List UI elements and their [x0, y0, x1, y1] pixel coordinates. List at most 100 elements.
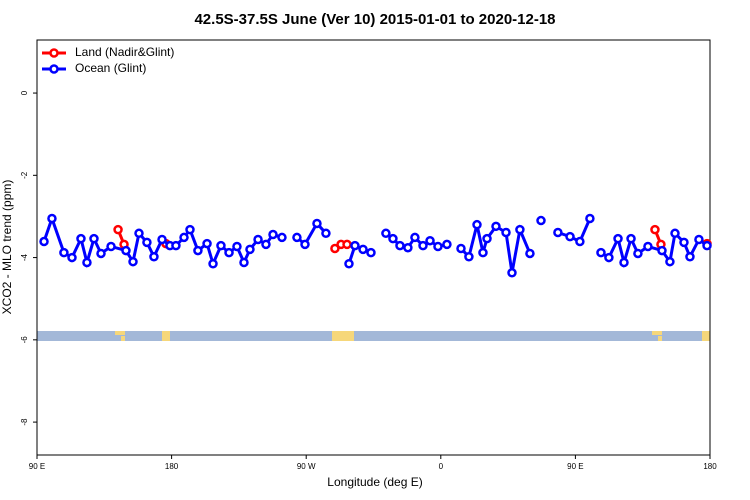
point: [685, 252, 695, 262]
point: [232, 241, 242, 252]
point: [501, 227, 511, 238]
point: [482, 233, 492, 244]
point: [216, 240, 226, 251]
point: [604, 252, 614, 263]
point: [185, 224, 195, 235]
point: [149, 252, 159, 262]
point: [643, 241, 653, 252]
point: [300, 239, 310, 250]
legend-label: Ocean (Glint): [75, 61, 146, 75]
y-tick-label: -4: [20, 253, 29, 261]
point: [657, 245, 667, 256]
point: [553, 227, 563, 238]
point: [239, 257, 249, 268]
point: [670, 228, 680, 239]
y-tick-label: 0: [20, 90, 29, 95]
point: [575, 236, 585, 247]
point: [59, 247, 69, 258]
point: [224, 247, 234, 258]
point: [193, 245, 203, 256]
point: [344, 258, 354, 269]
y-tick-label: -6: [20, 336, 29, 344]
point: [702, 240, 712, 251]
legend-marker: [49, 48, 59, 58]
x-tick-label: 90 W: [297, 462, 316, 471]
point: [106, 241, 116, 252]
point: [464, 252, 474, 262]
point: [507, 268, 517, 278]
point: [410, 232, 420, 243]
x-tick-label: 180: [165, 462, 179, 471]
point: [134, 228, 144, 239]
point: [418, 240, 428, 251]
point: [321, 228, 331, 239]
point: [121, 245, 131, 256]
point: [39, 236, 49, 247]
legend-marker: [49, 64, 59, 74]
point: [613, 233, 623, 244]
point: [472, 219, 482, 230]
x-tick-label: 0: [439, 462, 444, 471]
point: [403, 242, 413, 253]
point: [491, 221, 501, 232]
point: [330, 243, 340, 254]
point: [633, 248, 643, 259]
point: [157, 234, 167, 245]
point: [277, 232, 287, 243]
point: [694, 234, 704, 245]
point: [515, 224, 525, 235]
point: [442, 239, 452, 250]
point: [76, 233, 86, 244]
land-ocean-strip: [37, 331, 710, 341]
point: [388, 233, 398, 244]
plot-frame: [36, 39, 711, 456]
point: [619, 257, 629, 268]
point: [456, 243, 466, 254]
y-tick-label: -2: [20, 171, 29, 179]
point: [113, 224, 123, 235]
point: [261, 239, 271, 250]
point: [626, 233, 636, 244]
point: [679, 237, 689, 248]
x-tick-label: 90 E: [567, 462, 583, 471]
point: [425, 235, 435, 246]
point: [253, 234, 263, 245]
point: [179, 232, 189, 243]
point: [342, 239, 352, 250]
point: [67, 252, 77, 263]
x-tick-label: 90 E: [29, 462, 45, 471]
x-axis-label: Longitude (deg E): [327, 475, 422, 489]
point: [312, 218, 322, 229]
point: [665, 256, 675, 267]
chart-title: 42.5S-37.5S June (Ver 10) 2015-01-01 to …: [194, 11, 555, 28]
legend-label: Land (Nadir&Glint): [75, 45, 174, 59]
point: [650, 224, 660, 235]
point: [142, 237, 152, 248]
y-axis-label: XCO2 - MLO trend (ppm): [0, 180, 14, 315]
point: [350, 240, 360, 251]
point: [536, 215, 546, 226]
point: [268, 229, 278, 240]
series-line: [42, 213, 708, 274]
point: [565, 231, 575, 242]
point: [433, 241, 443, 252]
point: [585, 213, 595, 224]
point: [47, 213, 57, 224]
point: [596, 247, 606, 258]
point: [381, 228, 391, 239]
x-tick-label: 180: [703, 462, 717, 471]
point: [208, 258, 218, 269]
point: [292, 232, 302, 243]
point: [89, 233, 99, 244]
point: [358, 244, 368, 255]
point: [525, 248, 535, 259]
y-tick-label: -8: [20, 418, 29, 426]
point: [171, 240, 181, 251]
point: [478, 247, 488, 258]
point: [96, 248, 106, 259]
point: [128, 256, 138, 267]
point: [82, 257, 92, 268]
point: [245, 244, 255, 255]
point: [366, 247, 376, 258]
